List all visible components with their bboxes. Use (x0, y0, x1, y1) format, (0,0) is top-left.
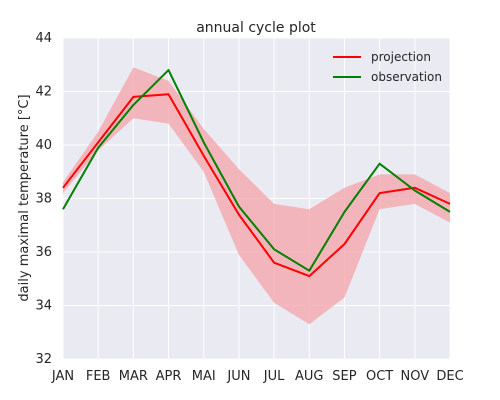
series-lines (62, 69, 451, 278)
x-tick-label: MAI (192, 369, 216, 384)
legend: projection observation (333, 50, 442, 84)
x-tick-label: MAR (119, 369, 148, 384)
x-tick-label: JAN (51, 369, 74, 384)
x-tick-label: NOV (401, 369, 430, 384)
y-tick-label: 38 (35, 192, 52, 207)
x-tick-label: JUN (226, 369, 250, 384)
y-tick-label: 44 (35, 31, 52, 46)
series-line-observation (62, 69, 451, 272)
x-tick-label: DEC (436, 369, 463, 384)
y-tick-label: 36 (35, 245, 52, 260)
legend-label-observation: observation (371, 70, 442, 84)
y-axis-title: daily maximal temperature [°C] (17, 94, 32, 301)
legend-label-projection: projection (371, 50, 431, 64)
y-tick-label: 32 (35, 352, 52, 367)
x-tick-label: FEB (86, 369, 111, 384)
x-tick-label: OCT (366, 369, 393, 384)
y-tick-label: 34 (35, 299, 52, 314)
x-tick-label: JUL (263, 369, 285, 384)
x-tick-labels: JAN FEB MAR APR MAI JUN JUL AUG SEP OCT NOV DEC (51, 369, 464, 384)
uncertainty-band (63, 67, 450, 325)
x-tick-label: AUG (295, 369, 323, 384)
x-tick-label: APR (156, 369, 182, 384)
series-line-projection (62, 93, 451, 278)
y-tick-label: 42 (35, 85, 52, 100)
y-tick-labels: 32 34 36 38 40 42 44 (35, 31, 52, 367)
y-tick-label: 40 (35, 138, 52, 153)
x-tick-label: SEP (332, 369, 356, 384)
chart-title: annual cycle plot (196, 20, 316, 36)
